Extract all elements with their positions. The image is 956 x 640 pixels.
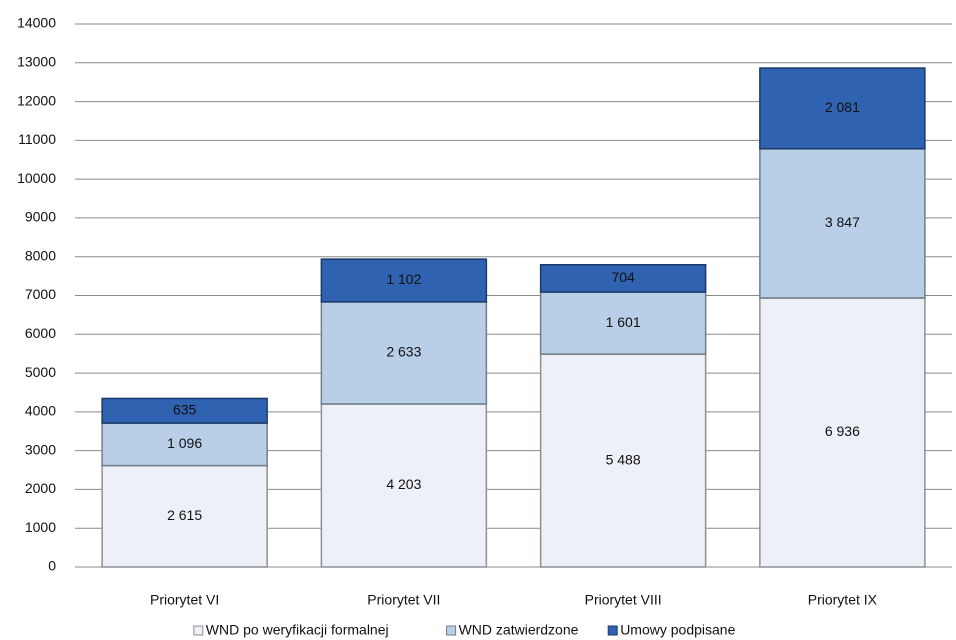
legend-label: Umowy podpisane bbox=[620, 622, 735, 638]
legend-label: WND po weryfikacji formalnej bbox=[206, 622, 389, 638]
bar-segment bbox=[539, 263, 707, 293]
data-label: 2 615 bbox=[167, 507, 202, 523]
data-label: 2 081 bbox=[825, 99, 860, 115]
bar-segment bbox=[101, 422, 268, 467]
y-tick-label: 3000 bbox=[25, 441, 56, 457]
legend-swatch bbox=[446, 625, 457, 636]
data-label: 635 bbox=[173, 401, 197, 417]
bar-segment bbox=[320, 301, 488, 405]
bar-segment bbox=[539, 291, 707, 355]
data-label: 6 936 bbox=[825, 423, 860, 439]
bar-segment bbox=[759, 297, 926, 568]
y-tick-label: 2000 bbox=[25, 480, 56, 496]
bar-segment bbox=[101, 464, 268, 568]
y-tick-label: 12000 bbox=[17, 92, 56, 108]
data-label: 704 bbox=[611, 269, 635, 285]
data-label: 1 096 bbox=[167, 435, 202, 451]
y-tick-label: 4000 bbox=[25, 403, 56, 419]
x-tick-label: Priorytet IX bbox=[808, 592, 878, 608]
data-label: 1 601 bbox=[606, 314, 641, 330]
bar-segment bbox=[101, 397, 268, 424]
data-label: 5 488 bbox=[606, 451, 641, 467]
x-tick-label: Priorytet VII bbox=[367, 592, 440, 608]
y-tick-label: 1000 bbox=[25, 519, 56, 535]
x-tick-label: Priorytet VI bbox=[150, 592, 219, 608]
y-tick-label: 8000 bbox=[25, 247, 56, 263]
data-label: 3 847 bbox=[825, 214, 860, 230]
y-tick-label: 9000 bbox=[25, 209, 56, 225]
y-tick-label: 11000 bbox=[18, 131, 56, 147]
bar-segment bbox=[759, 67, 926, 150]
y-tick-label: 13000 bbox=[17, 53, 56, 69]
x-tick-label: Priorytet VIII bbox=[585, 592, 662, 608]
legend-label: WND zatwierdzone bbox=[459, 622, 579, 638]
data-label: 4 203 bbox=[386, 476, 421, 492]
data-label: 2 633 bbox=[386, 344, 421, 360]
legend-swatch bbox=[607, 625, 618, 636]
data-label: 1 102 bbox=[386, 271, 421, 287]
y-tick-label: 7000 bbox=[25, 286, 56, 302]
bar-segment bbox=[759, 148, 926, 299]
bar-segment bbox=[320, 258, 488, 303]
y-tick-label: 14000 bbox=[17, 15, 56, 31]
y-tick-label: 6000 bbox=[25, 325, 56, 341]
y-tick-label: 10000 bbox=[17, 170, 56, 186]
bar-segment bbox=[320, 403, 488, 568]
legend-swatch bbox=[193, 625, 204, 636]
y-tick-label: 5000 bbox=[25, 364, 56, 380]
y-tick-label: 0 bbox=[48, 558, 56, 574]
